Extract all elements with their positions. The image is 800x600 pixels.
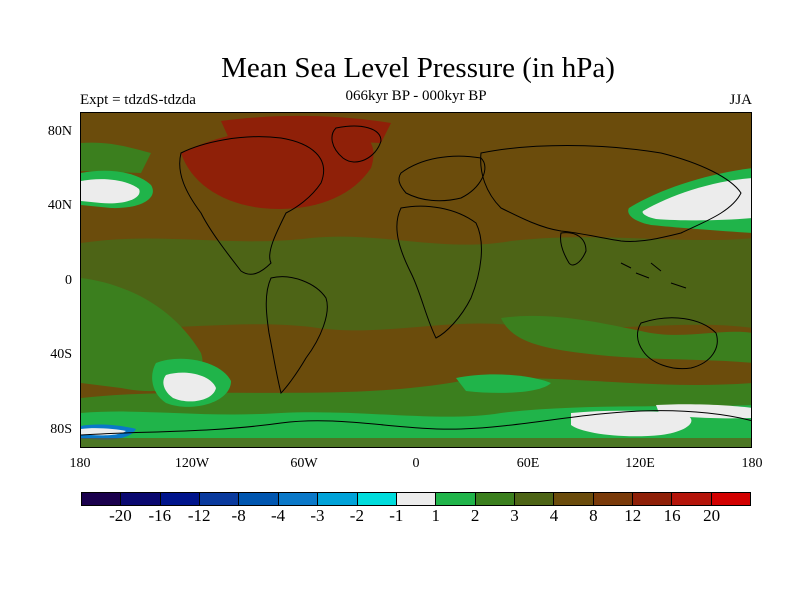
lon-tick-120e: 120E (625, 456, 655, 471)
colorbar-label: -4 (270, 506, 286, 525)
colorbar-swatch (593, 493, 634, 505)
africa-coast (396, 205, 482, 339)
colorbar-label: 4 (549, 506, 559, 525)
greenland-coast (331, 125, 382, 163)
colorbar-swatch (160, 493, 201, 505)
colorbar-label: -3 (310, 506, 325, 525)
colorbar-swatch (239, 493, 279, 505)
indian-green-patch (501, 315, 751, 363)
antarctica-coast (81, 410, 751, 436)
season-label: JJA (729, 92, 752, 108)
colorbar-swatch (475, 493, 515, 505)
north-atlantic-green (81, 142, 151, 173)
pressure-map (80, 112, 752, 448)
colorbar-swatch (554, 493, 594, 505)
lon-tick-180e: 180 (741, 456, 763, 471)
colorbar-label: 8 (589, 506, 598, 525)
maritime-islands (620, 262, 687, 289)
europe-coast (398, 155, 486, 202)
colorbar-swatch (278, 493, 319, 505)
colorbar-label: -20 (109, 506, 132, 525)
south-atlantic-green (456, 374, 551, 393)
colorbar-swatch (200, 493, 240, 505)
colorbar-swatch (672, 493, 712, 505)
colorbar-swatch (318, 493, 358, 505)
south-pacific-white (163, 372, 216, 402)
lat-tick-40s: 40S (50, 347, 72, 362)
colorbar-swatch (357, 493, 397, 505)
lat-tick-0: 0 (65, 273, 72, 288)
antarctic-white (571, 410, 692, 437)
antarctic-continent-band (81, 438, 751, 447)
india-coast (560, 232, 587, 266)
colorbar-label: -16 (148, 506, 172, 525)
lat-tick-80n: 80N (47, 124, 72, 139)
north-america-coast (179, 136, 325, 275)
colorbar-swatch (633, 493, 673, 505)
arctic-red (221, 115, 391, 143)
asia-coast (480, 145, 742, 242)
lon-tick-120w: 120W (174, 456, 210, 471)
pacific-east-white (642, 178, 751, 221)
colorbar-label: -8 (231, 506, 246, 525)
australia-coast (637, 317, 718, 370)
south-america-coast (265, 276, 328, 394)
coastlines (81, 125, 751, 436)
map-title: Mean Sea Level Pressure (in hPa) (221, 52, 615, 84)
colorbar-label: 1 (431, 506, 440, 525)
experiment-label: Expt = tdzdS-tdzda (80, 92, 196, 108)
lon-tick-60e: 60E (516, 456, 540, 471)
antarctic-white-2 (656, 404, 751, 419)
lat-tick-40n: 40N (47, 198, 72, 213)
lat-tick-80s: 80S (50, 422, 72, 437)
lon-tick-0: 0 (412, 456, 420, 471)
colorbar-swatch (82, 493, 122, 505)
colorbar-label: -12 (187, 506, 211, 525)
pacific-west-white (81, 179, 140, 204)
colorbar-label: -1 (389, 506, 404, 525)
colorbar-swatch (396, 493, 437, 505)
colorbar-label: 12 (624, 506, 642, 525)
colorbar-label: 2 (470, 506, 480, 525)
colorbar-swatch (514, 493, 555, 505)
colorbar (81, 492, 751, 506)
north-atlantic-high (181, 124, 374, 209)
lon-tick-180w: 180 (69, 456, 91, 471)
colorbar-swatch (436, 493, 476, 505)
colorbar-label: -2 (349, 506, 364, 525)
colorbar-label: 20 (703, 506, 721, 525)
colorbar-swatch (711, 493, 751, 505)
colorbar-label: 3 (510, 506, 519, 525)
colorbar-swatch (121, 493, 161, 505)
lon-tick-60w: 60W (290, 456, 318, 471)
colorbar-label: 16 (663, 506, 681, 525)
tropical-green-band (81, 236, 751, 331)
period-label: 066kyr BP - 000kyr BP (345, 88, 487, 104)
